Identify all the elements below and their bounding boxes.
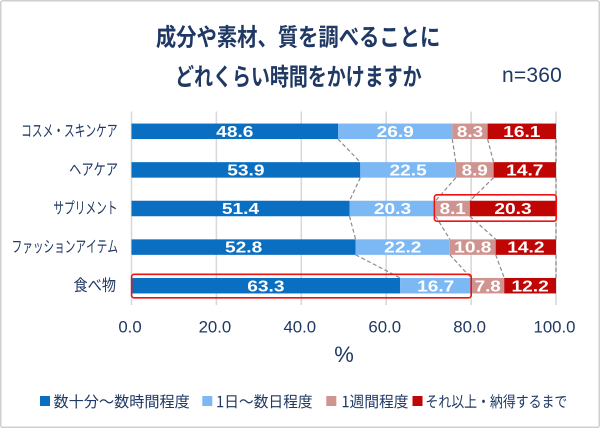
svg-text:0.0: 0.0 — [118, 317, 141, 336]
svg-text:60.0: 60.0 — [368, 317, 401, 336]
svg-text:20.3: 20.3 — [374, 201, 411, 218]
svg-text:63.3: 63.3 — [247, 278, 284, 295]
svg-text:52.8: 52.8 — [225, 240, 262, 257]
svg-text:53.9: 53.9 — [227, 163, 264, 180]
svg-text:8.3: 8.3 — [457, 124, 483, 141]
svg-text:16.7: 16.7 — [417, 278, 454, 295]
svg-text:40.0: 40.0 — [283, 317, 316, 336]
svg-text:12.2: 12.2 — [512, 278, 549, 295]
svg-text:n=360: n=360 — [502, 64, 562, 87]
svg-text:14.2: 14.2 — [507, 240, 544, 257]
svg-text:16.1: 16.1 — [503, 124, 540, 141]
svg-text:26.9: 26.9 — [377, 124, 414, 141]
svg-text:48.6: 48.6 — [216, 124, 253, 141]
svg-text:20.3: 20.3 — [494, 201, 531, 218]
svg-text:22.5: 22.5 — [390, 163, 427, 180]
svg-text:100.0: 100.0 — [534, 317, 576, 336]
svg-text:80.0: 80.0 — [453, 317, 486, 336]
svg-text:8.9: 8.9 — [462, 163, 488, 180]
svg-text:8.1: 8.1 — [440, 201, 466, 218]
svg-text:14.7: 14.7 — [506, 163, 543, 180]
svg-text:22.2: 22.2 — [384, 240, 421, 257]
svg-text:7.8: 7.8 — [475, 278, 501, 295]
svg-text:10.8: 10.8 — [454, 240, 491, 257]
svg-text:%: % — [334, 342, 354, 367]
svg-text:51.4: 51.4 — [222, 201, 259, 218]
svg-text:20.0: 20.0 — [199, 317, 232, 336]
